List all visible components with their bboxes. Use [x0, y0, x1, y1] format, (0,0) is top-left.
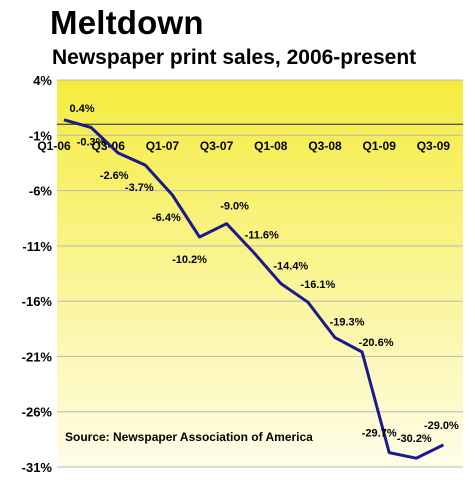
x-tick-label: Q1-07	[146, 139, 180, 153]
y-tick-label: -26%	[22, 405, 53, 420]
x-tick-label: Q3-08	[308, 139, 342, 153]
chart-subtitle: Newspaper print sales, 2006-present	[52, 46, 417, 69]
x-tick-label: Q3-09	[417, 139, 451, 153]
data-label: -29.0%	[424, 420, 459, 432]
x-tick-label: Q1-08	[254, 139, 288, 153]
y-tick-label: 4%	[33, 73, 52, 88]
data-label: -11.6%	[245, 229, 279, 241]
data-label: -30.2%	[397, 433, 432, 445]
grid-lines	[57, 79, 463, 468]
data-label: -14.4%	[273, 260, 308, 272]
data-label: -29.7%	[362, 428, 397, 440]
x-tick-label: Q3-07	[200, 139, 234, 153]
plot-background	[57, 80, 463, 467]
data-label: -10.2%	[172, 254, 207, 266]
data-label: -19.3%	[330, 317, 365, 329]
x-tick-label: Q1-06	[37, 139, 71, 153]
x-tick-label: Q3-06	[92, 139, 126, 153]
data-label: -9.0%	[220, 201, 249, 213]
data-label: -3.7%	[125, 182, 154, 194]
y-axis: 4% -1% -6% -11% -16% -21% -26% -31%	[22, 73, 53, 475]
data-label: 0.4%	[69, 103, 94, 115]
data-labels: 0.4% -0.3% -2.6%-3.7% -6.4% -10.2% -9.0% -11.6…	[69, 103, 459, 445]
data-label: -20.6%	[359, 337, 394, 349]
data-label: -6.4%	[152, 212, 181, 224]
data-label: -2.6%	[100, 170, 129, 182]
data-label: -16.1%	[300, 279, 335, 291]
y-tick-label: -31%	[22, 460, 53, 475]
data-label: -0.3%	[77, 137, 106, 149]
y-tick-label: -11%	[22, 239, 52, 254]
source-note: Source: Newspaper Association of America	[65, 430, 313, 444]
chart-title: Meltdown	[50, 4, 204, 41]
y-tick-label: -1%	[29, 128, 53, 143]
y-tick-label: -21%	[22, 349, 53, 364]
x-axis: Q1-06 Q3-06 Q1-07 Q3-07 Q1-08 Q3-08 Q1-09 Q3-09	[37, 139, 450, 153]
y-tick-label: -6%	[29, 184, 53, 199]
x-tick-label: Q1-09	[363, 139, 397, 153]
y-tick-label: -16%	[22, 294, 53, 309]
series-line	[63, 118, 445, 460]
